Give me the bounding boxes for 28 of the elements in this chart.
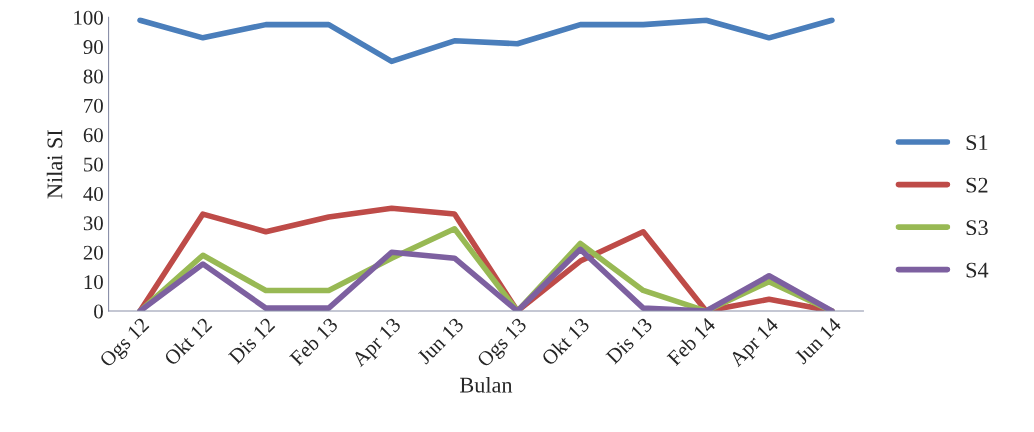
y-axis-title: Nilai SI bbox=[46, 130, 63, 199]
legend-label: S1 bbox=[966, 135, 988, 151]
x-tick-label: Feb 14 bbox=[666, 316, 717, 367]
y-tick-label: 20 bbox=[83, 245, 103, 260]
y-tick-label: 90 bbox=[83, 40, 103, 55]
y-tick-label: 100 bbox=[74, 10, 103, 25]
x-axis-title: Bulan bbox=[460, 376, 513, 393]
x-tick-label: Apr 14 bbox=[728, 316, 783, 371]
x-tick-label: Dis 13 bbox=[605, 316, 654, 365]
y-tick-label: 70 bbox=[84, 98, 103, 113]
y-tick-label: 80 bbox=[83, 69, 103, 84]
y-tick-label: 0 bbox=[94, 304, 103, 319]
legend-label: S2 bbox=[966, 177, 988, 193]
x-tick-label: Feb 13 bbox=[288, 316, 339, 367]
y-tick-label: 50 bbox=[84, 157, 103, 172]
x-tick-label: Ogs 13 bbox=[476, 316, 531, 371]
x-tick-label: Jun 14 bbox=[793, 316, 843, 365]
legend-label: S4 bbox=[966, 262, 989, 278]
x-tick-label: Apr 13 bbox=[350, 316, 405, 371]
y-tick-label: 40 bbox=[83, 186, 103, 201]
y-tick-label: 60 bbox=[83, 128, 103, 143]
legend-label: S3 bbox=[966, 220, 988, 236]
y-tick-label: 10 bbox=[84, 275, 103, 290]
x-tick-label: Okt 12 bbox=[163, 316, 213, 367]
x-tick-label: Okt 13 bbox=[540, 316, 591, 367]
y-tick-label: 30 bbox=[83, 216, 103, 231]
x-tick-label: Jun 13 bbox=[416, 316, 465, 365]
x-tick-label: Dis 12 bbox=[227, 317, 276, 365]
